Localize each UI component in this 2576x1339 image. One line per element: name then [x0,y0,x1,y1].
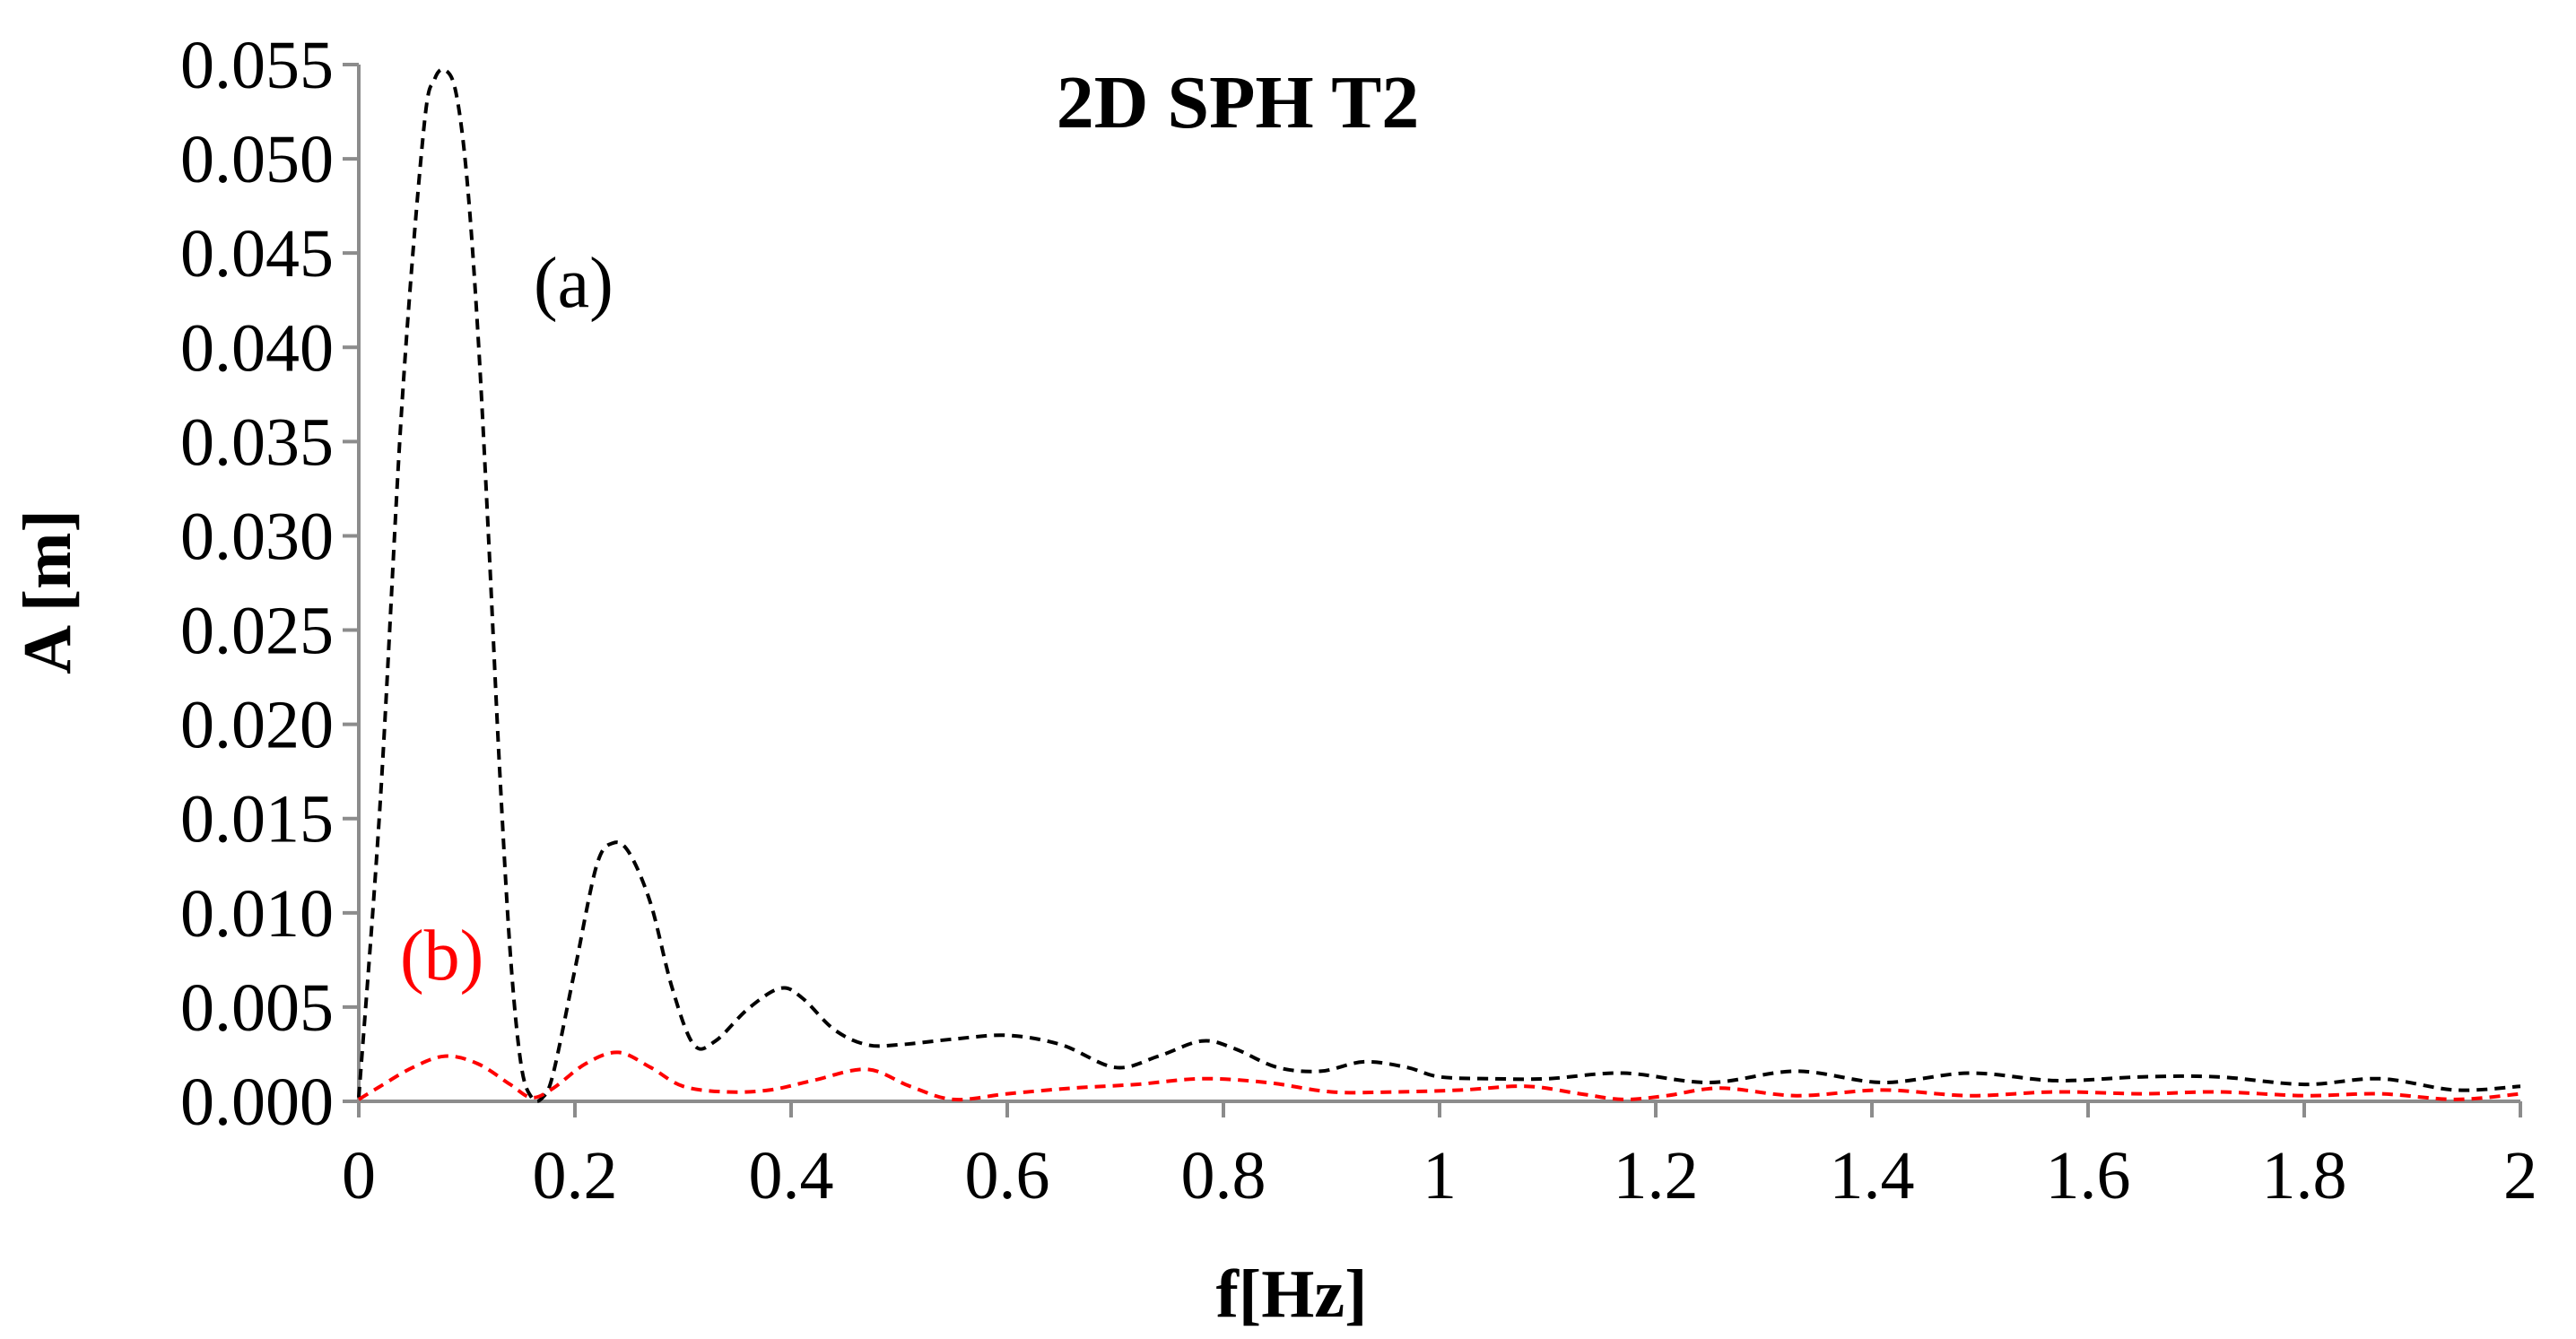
y-tick-label: 0.030 [180,499,334,574]
y-tick-label: 0.005 [180,970,334,1046]
y-axis-title: A [m] [10,509,85,674]
x-tick-label: 2 [2503,1138,2537,1213]
x-tick-label: 0.6 [965,1138,1050,1213]
y-tick-label: 0.050 [180,122,334,197]
x-tick-label: 0.8 [1181,1138,1266,1213]
series-group [357,67,2521,1103]
series-line-b [357,1050,2521,1102]
x-tick-label: 1.6 [2046,1138,2131,1213]
y-tick-label: 0.000 [180,1065,334,1140]
chart-title: 2D SPH T2 [1057,61,1420,144]
x-tick-label: 1.8 [2262,1138,2347,1213]
x-tick-label: 1.2 [1614,1138,1699,1213]
x-tick-label: 0.4 [749,1138,834,1213]
y-tick-label: 0.055 [180,28,334,103]
y-tick-label: 0.025 [180,594,334,669]
y-tick-label: 0.015 [180,782,334,857]
x-axis-title: f[Hz] [1216,1256,1368,1332]
y-tick-label: 0.010 [180,876,334,952]
x-tick-label: 1 [1423,1138,1457,1213]
axes [357,65,2520,1103]
annotation-a: (a) [534,244,614,323]
y-tick-label: 0.045 [180,216,334,291]
series-line-a [357,67,2521,1103]
y-axis-ticks: 0.000 0.005 0.010 0.015 0.020 0.025 0.030 0.035… [180,28,359,1140]
y-tick-label: 0.035 [180,404,334,480]
y-tick-label: 0.040 [180,310,334,386]
x-axis-ticks: 0 0.2 0.4 0.6 0.8 1 1.2 1.4 1.6 1.8 2 [342,1101,2537,1213]
x-tick-label: 0 [342,1138,376,1213]
y-tick-label: 0.020 [180,688,334,763]
annotation-b: (b) [400,917,483,996]
x-tick-label: 0.2 [533,1138,618,1213]
x-tick-label: 1.4 [1830,1138,1915,1213]
